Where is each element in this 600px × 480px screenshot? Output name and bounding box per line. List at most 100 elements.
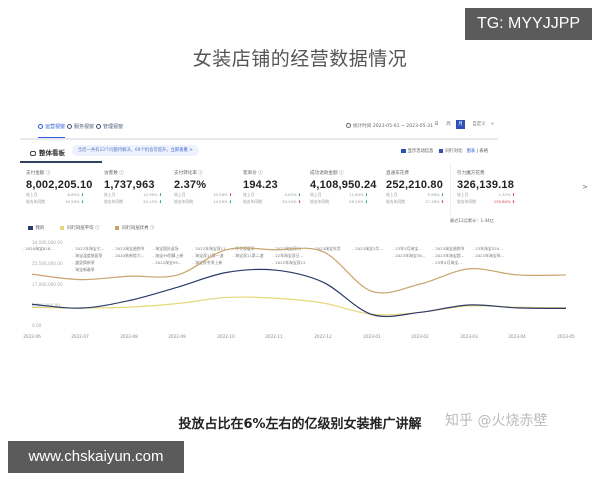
event-annotation: 淘宝99划算上新 [152,253,183,259]
series-line [31,268,567,318]
trend-chart: 34,000,000.00 25,500,000.00 17,000,000.0… [20,233,600,343]
kpi-card[interactable]: 客单价 ⓘ 194.23 较上月 4.83% ⬇ 较去年同期 20.20% ⬆ [243,171,301,204]
compare-checkbox[interactable]: 同行对比 [438,148,463,154]
kpi-card[interactable]: 支付转化率 ⓘ 2.37% 较上月 10.56% ⬆ 较去年同期 14.29% ⬇ [174,171,232,204]
refresh-icon [67,124,72,129]
event-annotation: 2022年淘宝双12 [272,260,305,266]
x-tick: 2023-02 [411,334,429,339]
x-tick: 2022-06 [23,334,41,339]
page-title: 女装店铺的经营数据情况 [192,48,408,70]
event-annotation: 盛夏焕新季 [72,260,94,266]
granularity-month[interactable]: 月 [456,120,465,129]
x-tick: 2022-07 [71,334,89,339]
prev-period-button[interactable]: < [490,122,495,127]
dashboard-icon [30,151,36,156]
arrow-up-icon: ⬆ [440,198,444,204]
event-annotation: 淘宝国庆返场 [152,246,178,252]
shield-icon [38,124,43,129]
series-line [31,296,567,316]
y-tick: 0.00 [32,323,42,328]
panel-header: 整体看板 全店一共有23个问题待解决，69个机会可提升，立即查看 > 显示活动信… [20,145,600,161]
kpi-row: 支付金额 ⓘ 8,002,205.10 较上月 8.85% ⬇ 较去年同期 19.5… [20,161,600,215]
y-tick: 25,500,000.00 [32,261,63,266]
x-tick: 2022-08 [120,334,138,339]
period-range[interactable]: 统计时间 2023-05-01 ~ 2023-05-31 [346,123,433,129]
event-annotation: 23年4月淘宝... [432,260,462,266]
panel-title: 整体看板 [30,147,65,157]
event-annotation: 淘宝新春季 [72,267,94,273]
panel-options: 显示活动信息 同行对比 图表 | 表格 [401,148,488,154]
kpi-card[interactable]: 支付金额 ⓘ 8,002,205.10 较上月 8.85% ⬇ 较去年同期 19.5… [20,161,102,215]
granularity-week[interactable]: 周 [446,122,451,127]
event-annotation: 2023淘宝造物节 [432,246,464,252]
event-annotation: 2023年淘宝母... [472,253,504,259]
legend-item-peer-excellent[interactable]: 同行同层优秀 ⓘ [114,225,154,231]
chart-legend: 我的 同行同层平均 ⓘ 同行同层优秀 ⓘ [28,225,168,231]
event-annotation: 2023年淘宝超... [432,253,464,259]
tab-operations[interactable]: 运营视窗 [38,123,66,138]
arrow-up-icon: ⬆ [228,192,232,197]
event-annotation: 2020秋新势力... [112,253,144,259]
arrow-up-icon: ⬆ [511,198,515,204]
tab-management[interactable]: 管理视窗 [96,123,123,130]
view-chart-toggle[interactable]: 图表 [466,149,476,154]
event-annotation: 2022淘宝造物节 [112,246,144,252]
kpi-card[interactable]: 直通车花费 252,210.80 较上月 5.96% ⬇ 较去年同期 17.38% … [386,171,444,204]
url-watermark: www.chskaiyun.com [8,441,184,473]
event-annotation: 淘宝双11第二波 [232,253,263,259]
view-table-toggle[interactable]: 表格 [479,149,488,154]
event-annotation: 2022淘宝99... [152,260,181,266]
arrow-down-icon: ⬇ [440,192,444,197]
checkbox-checked-icon [401,148,406,153]
kpi-card[interactable]: 引力魔方花费 326,139.18 较上月 1.32% ⬆ 较去年同期 135.64… [450,163,525,215]
arrow-down-icon: ⬇ [80,198,84,204]
checkbox-checked-icon [438,148,444,153]
arrow-down-icon: ⬇ [364,198,368,204]
arrow-down-icon: ⬇ [297,192,301,197]
arrow-up-icon: ⬆ [297,198,301,204]
event-annotation: 22年淘宝双旦... [272,253,303,259]
dashboard-screenshot: 运营视窗 服务视窗 管理视窗 统计时间 2023-05-01 ~ 2023-05… [20,115,600,343]
legend-swatch [59,225,65,230]
kpi-card[interactable]: 访客数 ⓘ 1,737,963 较上月 12.99% ⬇ 较去年同期 20.13% … [104,171,162,204]
arrow-down-icon: ⬇ [364,192,368,197]
x-tick: 2023-01 [363,334,381,339]
event-annotation: 2020淘宝618... [22,246,54,252]
legend-item-mine[interactable]: 我的 [28,225,44,231]
arrow-down-icon: ⬇ [158,198,162,204]
granularity-day[interactable]: 日 [434,122,439,127]
view-now-link[interactable]: 立即查看 > [170,148,193,153]
event-annotation: 2023年淘宝38... [392,253,425,259]
legend-item-peer-average[interactable]: 同行同层平均 ⓘ [59,225,99,231]
y-tick: 34,000,000.00 [32,240,63,245]
tg-watermark: TG: MYYJJPP [465,8,592,40]
legend-swatch [114,225,120,230]
arrow-down-icon: ⬇ [80,192,84,197]
accumulated-note: 最近12月累计：1.44亿 [450,218,494,223]
tab-service[interactable]: 服务视窗 [67,123,94,130]
x-tick: 2023-04 [508,334,526,339]
x-tick: 2022-10 [217,334,235,339]
diagnosis-notice: 全店一共有23个问题待解决，69个机会可提升，立即查看 > [72,145,199,156]
legend-swatch [28,225,33,230]
caption: 投放占比在6%左右的亿级别女装推广讲解 [178,417,422,432]
event-annotation: 淘宝双11第一波 [192,253,223,259]
x-tick: 2023-03 [460,334,478,339]
event-annotation: 2022年淘宝七... [72,246,104,252]
series-line [31,247,567,294]
granularity-custom[interactable]: 自定义 [472,122,486,127]
y-tick: 17,000,000.00 [32,282,63,287]
event-annotation: 23年淘宝520... [472,246,503,252]
x-tick: 2023-05 [557,334,575,339]
event-annotation: 淘宝温度旅居季 [72,253,102,259]
x-tick: 2022-12 [314,334,332,339]
kpi-next-button[interactable]: > [582,183,588,191]
line-plot [31,247,567,318]
event-annotation: 2023淘宝3月... [352,246,383,252]
event-annotation: 2022淘宝双12 [272,246,302,252]
event-annotation: 23年3月淘宝... [392,246,422,252]
show-events-checkbox[interactable]: 显示活动信息 [401,148,433,154]
top-bar: 运营视窗 服务视窗 管理视窗 统计时间 2023-05-01 ~ 2023-05… [20,115,498,140]
clock-icon [96,124,101,129]
kpi-card[interactable]: 成功退款金额 ⓘ 4,108,950.24 较上月 11.60% ⬇ 较去年同期 2… [310,171,377,204]
